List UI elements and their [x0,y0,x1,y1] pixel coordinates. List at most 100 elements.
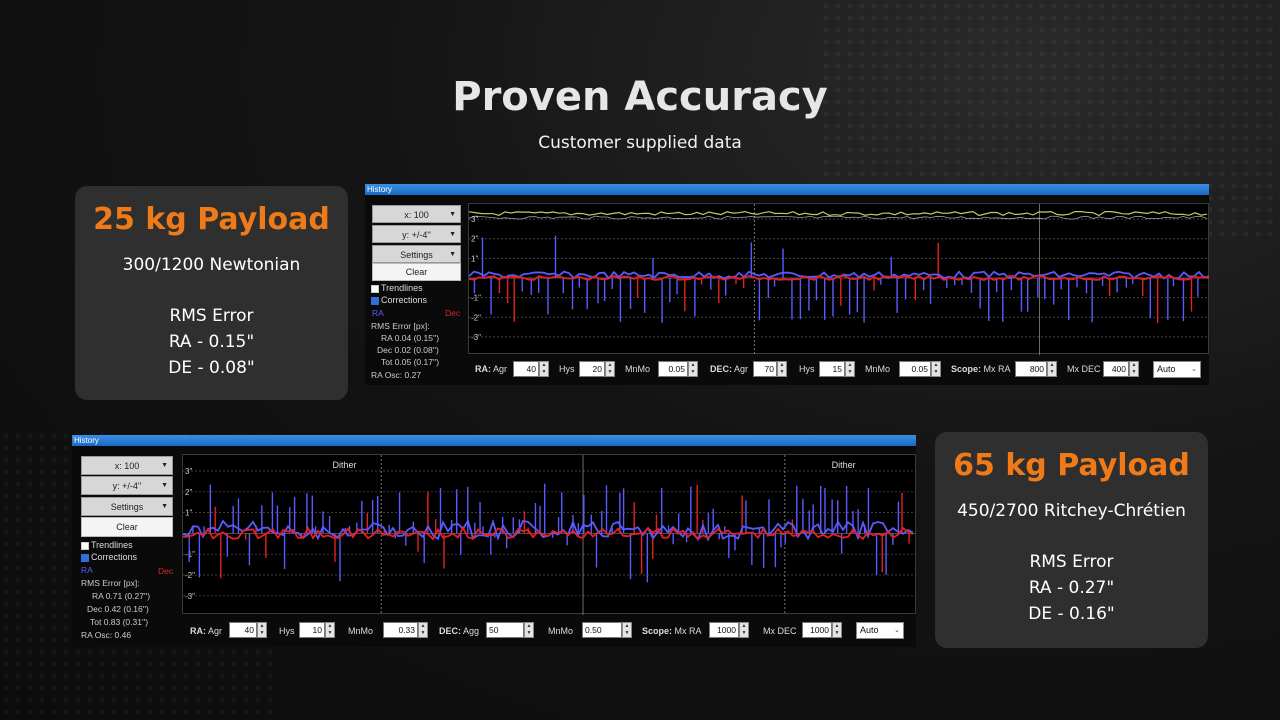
settings-dropdown[interactable]: Settings ▼ [372,245,461,263]
settings-label: Settings [110,502,144,512]
ra-osc-value: RA Osc: 0.27 [371,370,422,380]
guiding-graph-svg: 3" 2" 1" -1" -2" -3" [469,204,1209,355]
mx-ra-spinner[interactable]: ▲ ▼ [739,622,749,638]
mx-dec-spinner[interactable]: ▲ ▼ [832,622,842,638]
ra-mnmo-label: MnMo [348,626,374,636]
dec-agr-label: Agg [463,626,480,636]
chevron-down-icon: ⌄ [894,627,900,634]
ra-hys-input[interactable]: 20 [579,361,605,377]
checkbox-icon [81,541,89,550]
dec-hys-spinner[interactable]: ▲ ▼ [845,361,855,377]
settings-dropdown[interactable]: Settings ▼ [81,497,173,516]
rms-error-header: RMS Error [px]: [81,578,140,588]
mx-dec-label: Mx DEC [763,626,797,636]
ra-agr-label: Agr [493,364,508,374]
dec-mnmo-input[interactable]: 0.05 [899,361,931,377]
mx-ra-input[interactable]: 1000 [709,622,739,638]
mx-ra-spinner[interactable]: ▲ ▼ [1047,361,1057,377]
chevron-down-icon: ⌄ [1191,366,1197,373]
dec-mnmo-input[interactable]: 0.50 [582,622,622,638]
scope-field-label: Scope: [642,626,673,636]
checkbox-icon [371,284,379,293]
ra-agr-spinner[interactable]: ▲ ▼ [257,622,267,638]
ra-hys-spinner[interactable]: ▲ ▼ [605,361,615,377]
chevron-down-icon: ▼ [161,482,168,489]
y-tick-label: -1" [185,550,195,559]
y-scale-label: y: +/-4'' [402,230,431,240]
dec-mnmo-label: MnMo [865,364,891,374]
settings-label: Settings [400,250,433,260]
scope-section-label: Scope: Mx RA [642,626,702,636]
y-scale-dropdown[interactable]: y: +/-4'' ▼ [372,225,461,243]
x-scale-dropdown[interactable]: x: 100 ▼ [81,456,173,475]
dec-agr-input[interactable]: 70 [753,361,777,377]
ra-section-label: RA: Agr [190,626,222,636]
y-scale-dropdown[interactable]: y: +/-4'' ▼ [81,476,173,495]
chevron-down-icon: ▼ [449,231,456,238]
telescope-name: 450/2700 Ritchey-Chrétien [957,501,1186,521]
mode-select[interactable]: Auto ⌄ [1153,361,1201,378]
rms-de: DE - 0.16" [1028,604,1115,624]
checkbox-checked-icon [81,553,89,562]
mode-select[interactable]: Auto ⌄ [856,622,904,639]
star-mass-line [469,215,1208,220]
dec-agr-spinner[interactable]: ▲ ▼ [777,361,787,377]
corrections-label: Corrections [91,552,138,562]
mode-value: Auto [1157,364,1176,374]
clear-button[interactable]: Clear [81,517,173,537]
payload-title: 65 kg Payload [953,448,1190,483]
chevron-down-icon: ▼ [449,251,456,258]
trendlines-checkbox[interactable]: Trendlines [371,283,423,293]
ra-section-label: RA: Agr [475,364,507,374]
y-tick-label: 1" [471,254,478,263]
ra-agr-input[interactable]: 40 [229,622,257,638]
mx-dec-input[interactable]: 400 [1103,361,1129,377]
x-scale-label: x: 100 [404,210,429,220]
y-tick-label: -2" [185,571,195,580]
y-tick-label: -3" [185,592,195,601]
ra-agr-input[interactable]: 40 [513,361,539,377]
dec-mnmo-spinner[interactable]: ▲ ▼ [622,622,632,638]
rms-dec-value: Dec 0.42 (0.16'') [87,604,149,614]
ra-hys-input[interactable]: 10 [299,622,325,638]
corrections-label: Corrections [381,295,428,305]
ra-mnmo-spinner[interactable]: ▲ ▼ [418,622,428,638]
guiding-graph[interactable]: 3" 2" 1" -1" -2" -3" Dither Dither [182,454,916,615]
ra-hys-spinner[interactable]: ▲ ▼ [325,622,335,638]
mx-ra-label: Mx RA [674,626,702,636]
y-tick-label: 2" [471,235,478,244]
ra-agr-spinner[interactable]: ▲ ▼ [539,361,549,377]
ra-mnmo-label: MnMo [625,364,651,374]
trendlines-checkbox[interactable]: Trendlines [81,540,133,550]
page-subtitle: Customer supplied data [538,133,742,153]
dec-agr-input[interactable]: 50 [486,622,524,638]
ra-mnmo-spinner[interactable]: ▲ ▼ [688,361,698,377]
ra-mnmo-input[interactable]: 0.05 [658,361,688,377]
mx-dec-spinner[interactable]: ▲ ▼ [1129,361,1139,377]
clear-button[interactable]: Clear [372,263,461,281]
scope-field-label: Scope: [951,364,982,374]
dec-legend: Dec [445,308,461,318]
rms-block: RMS Error RA - 0.27" DE - 0.16" [935,549,1208,627]
corrections-checkbox[interactable]: Corrections [371,295,427,305]
dec-legend: Dec [158,566,174,576]
ra-legend: RA [81,565,93,575]
trendlines-label: Trendlines [91,540,133,550]
rms-ra-value: RA 0.71 (0.27'') [92,591,151,601]
corrections-checkbox[interactable]: Corrections [81,552,137,562]
y-tick-label: -1" [471,294,481,303]
page-title: Proven Accuracy [452,74,828,120]
history-panel-1: History x: 100 ▼ y: +/-4'' ▼ Settings ▼ Cle… [365,184,1209,385]
x-scale-dropdown[interactable]: x: 100 ▼ [372,205,461,223]
guiding-graph[interactable]: 3" 2" 1" -1" -2" -3" [468,203,1209,355]
y-tick-label: 1" [185,509,192,518]
checkbox-checked-icon [371,296,379,305]
mx-dec-input[interactable]: 1000 [802,622,832,638]
x-scale-label: x: 100 [114,461,140,471]
mx-ra-input[interactable]: 800 [1015,361,1047,377]
dec-mnmo-spinner[interactable]: ▲ ▼ [931,361,941,377]
ra-mnmo-input[interactable]: 0.33 [383,622,418,638]
ra-hys-label: Hys [559,364,575,374]
dec-agr-spinner[interactable]: ▲ ▼ [524,622,534,638]
dec-hys-input[interactable]: 15 [819,361,845,377]
